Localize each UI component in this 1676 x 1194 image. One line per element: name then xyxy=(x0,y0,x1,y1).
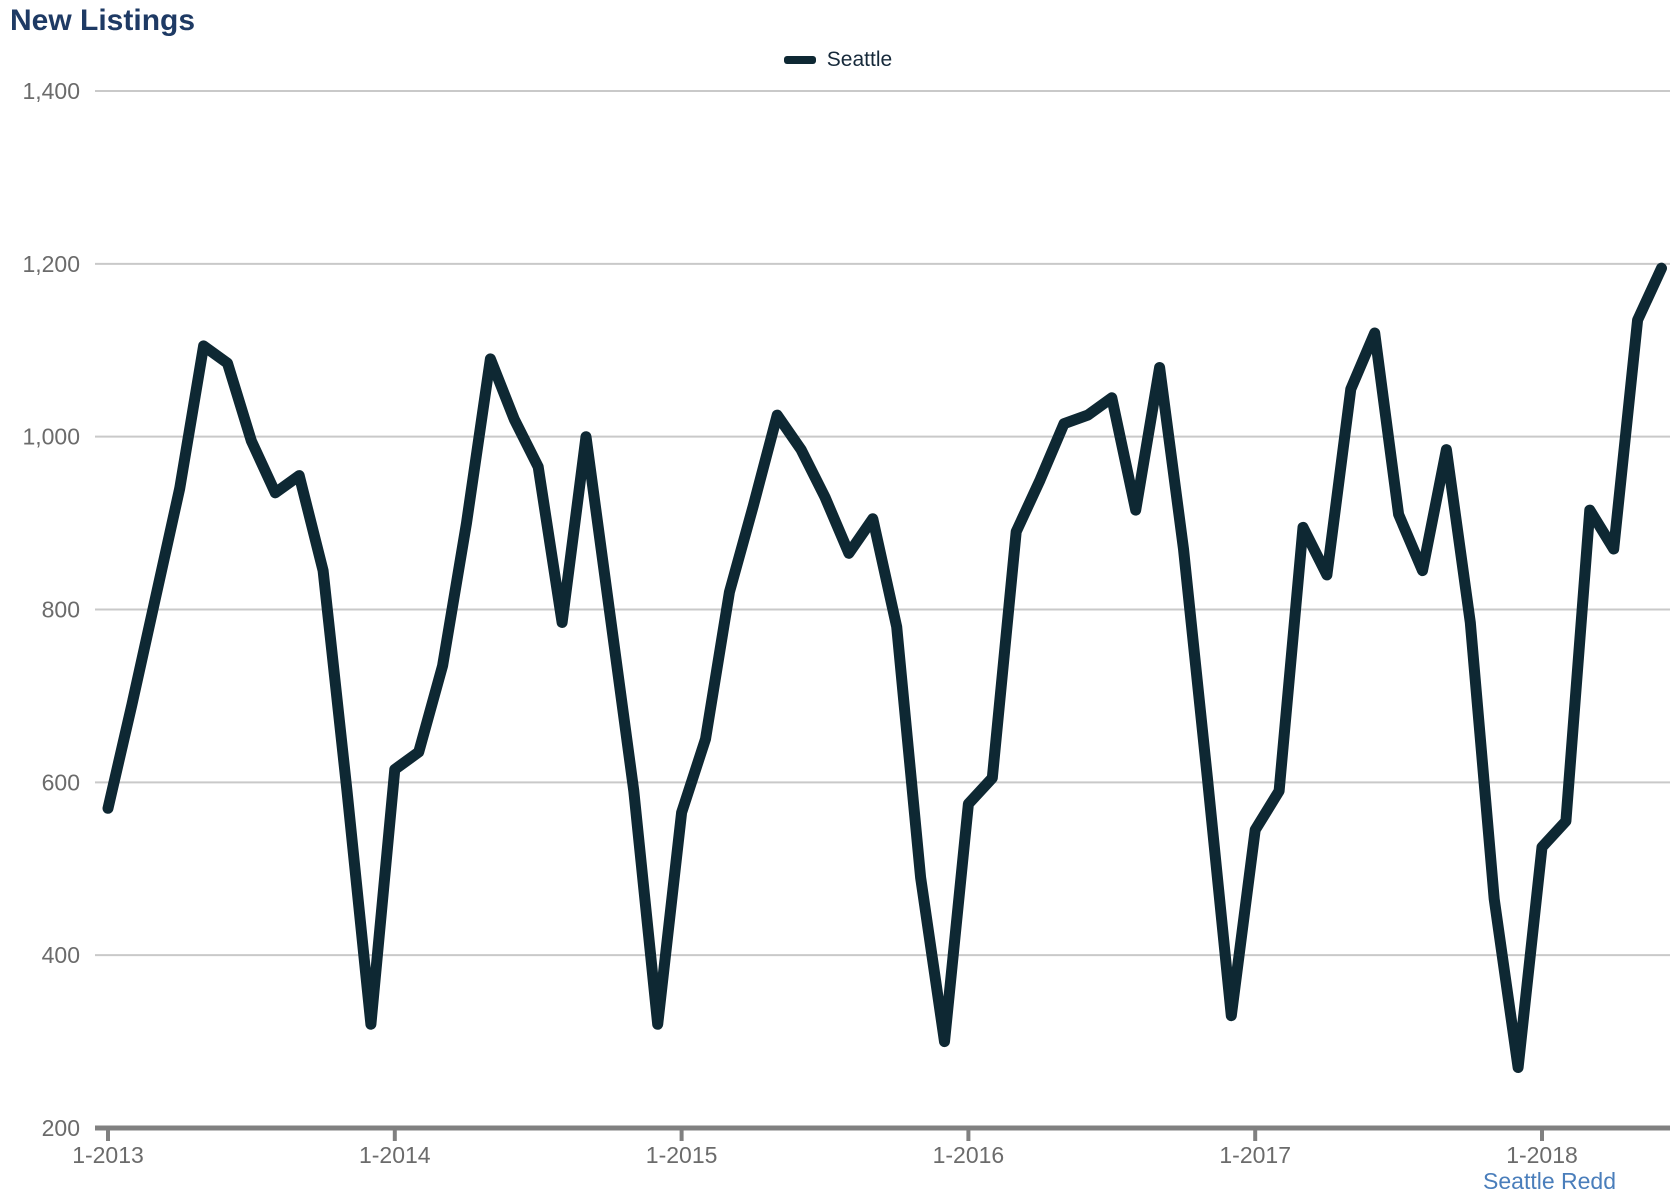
legend: Seattle xyxy=(0,48,1676,72)
y-axis-label: 1,400 xyxy=(22,78,80,104)
legend-series-label: Seattle xyxy=(826,48,893,71)
attribution-link[interactable]: Seattle Redd xyxy=(1483,1168,1616,1194)
y-axis-label: 1,000 xyxy=(22,424,80,450)
y-axis-label: 200 xyxy=(42,1115,80,1141)
x-axis-label: 1-2014 xyxy=(359,1142,431,1168)
x-axis-label: 1-2016 xyxy=(933,1142,1005,1168)
page-title: New Listings xyxy=(10,4,196,37)
x-axis-label: 1-2013 xyxy=(72,1142,144,1168)
legend-line-swatch xyxy=(783,56,816,64)
y-axis-label: 600 xyxy=(42,769,80,795)
x-axis-label: 1-2017 xyxy=(1219,1142,1291,1168)
y-axis-label: 400 xyxy=(42,942,80,968)
x-axis-label: 1-2015 xyxy=(646,1142,718,1168)
y-axis-label: 1,200 xyxy=(22,251,80,277)
y-axis-label: 800 xyxy=(42,597,80,623)
series-line-seattle xyxy=(102,262,1667,1073)
x-axis-label: 1-2018 xyxy=(1506,1142,1578,1168)
